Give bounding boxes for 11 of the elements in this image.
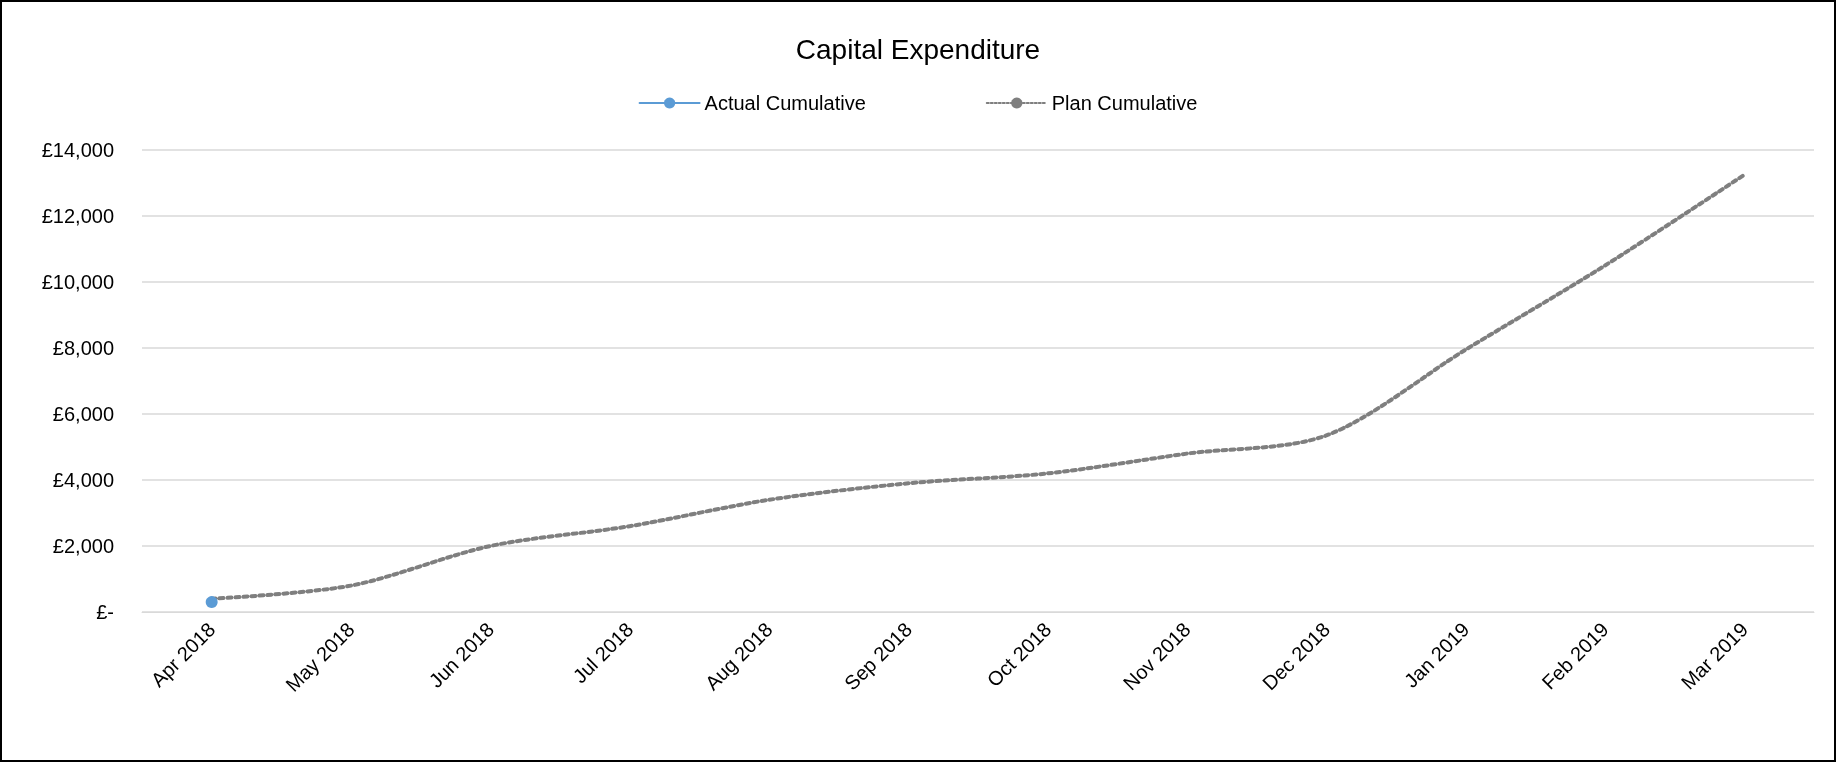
y-tick-label: £- xyxy=(96,601,114,623)
y-tick-label: £4,000 xyxy=(52,469,114,491)
y-tick-label: £8,000 xyxy=(52,337,114,359)
y-tick-label: £2,000 xyxy=(52,535,114,557)
y-tick-label: £14,000 xyxy=(41,139,114,161)
legend-label: Actual Cumulative xyxy=(704,92,866,114)
y-tick-label: £6,000 xyxy=(52,403,114,425)
legend-label: Plan Cumulative xyxy=(1051,92,1198,114)
y-tick-label: £10,000 xyxy=(41,271,114,293)
chart-title: Capital Expenditure xyxy=(795,33,1041,65)
y-tick-label: £12,000 xyxy=(41,205,114,227)
